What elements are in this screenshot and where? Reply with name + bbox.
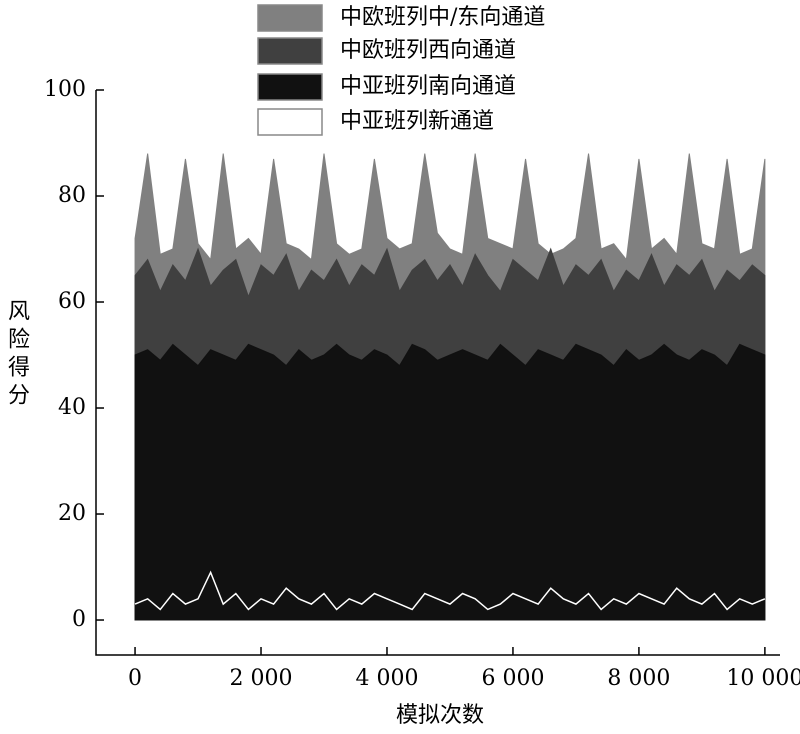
x-tick-label: 8 000 [607,666,670,691]
area [134,343,766,621]
axes [95,90,780,656]
x-tick-label: 0 [128,666,142,691]
y-tick-label: 0 [72,607,86,632]
legend-swatch [257,108,323,136]
y-tick-label: 20 [58,501,86,526]
legend-label: 中欧班列西向通道 [340,38,516,63]
legend-swatch [257,37,323,65]
legend-swatch [257,73,323,101]
x-tick-label: 6 000 [481,666,544,691]
y-axis-label: 风险得分 [4,299,30,411]
y-tick-label: 100 [44,77,86,102]
legend-swatch [257,4,323,32]
y-tick-label: 80 [58,183,86,208]
y-axis-label-text: 风险得分 [4,299,30,411]
legend-label: 中亚班列新通道 [340,109,494,134]
x-tick-label: 4 000 [355,666,418,691]
area [134,570,766,611]
plot-area [134,153,766,621]
x-axis-label: 模拟次数 [396,703,484,728]
legend-label: 中亚班列南向通道 [340,74,516,99]
y-tick-label: 40 [58,395,86,420]
legend-label: 中欧班列中/东向通道 [340,5,545,30]
x-tick-label: 2 000 [230,666,293,691]
y-tick-label: 60 [58,289,86,314]
x-tick-label: 10 000 [726,666,800,691]
